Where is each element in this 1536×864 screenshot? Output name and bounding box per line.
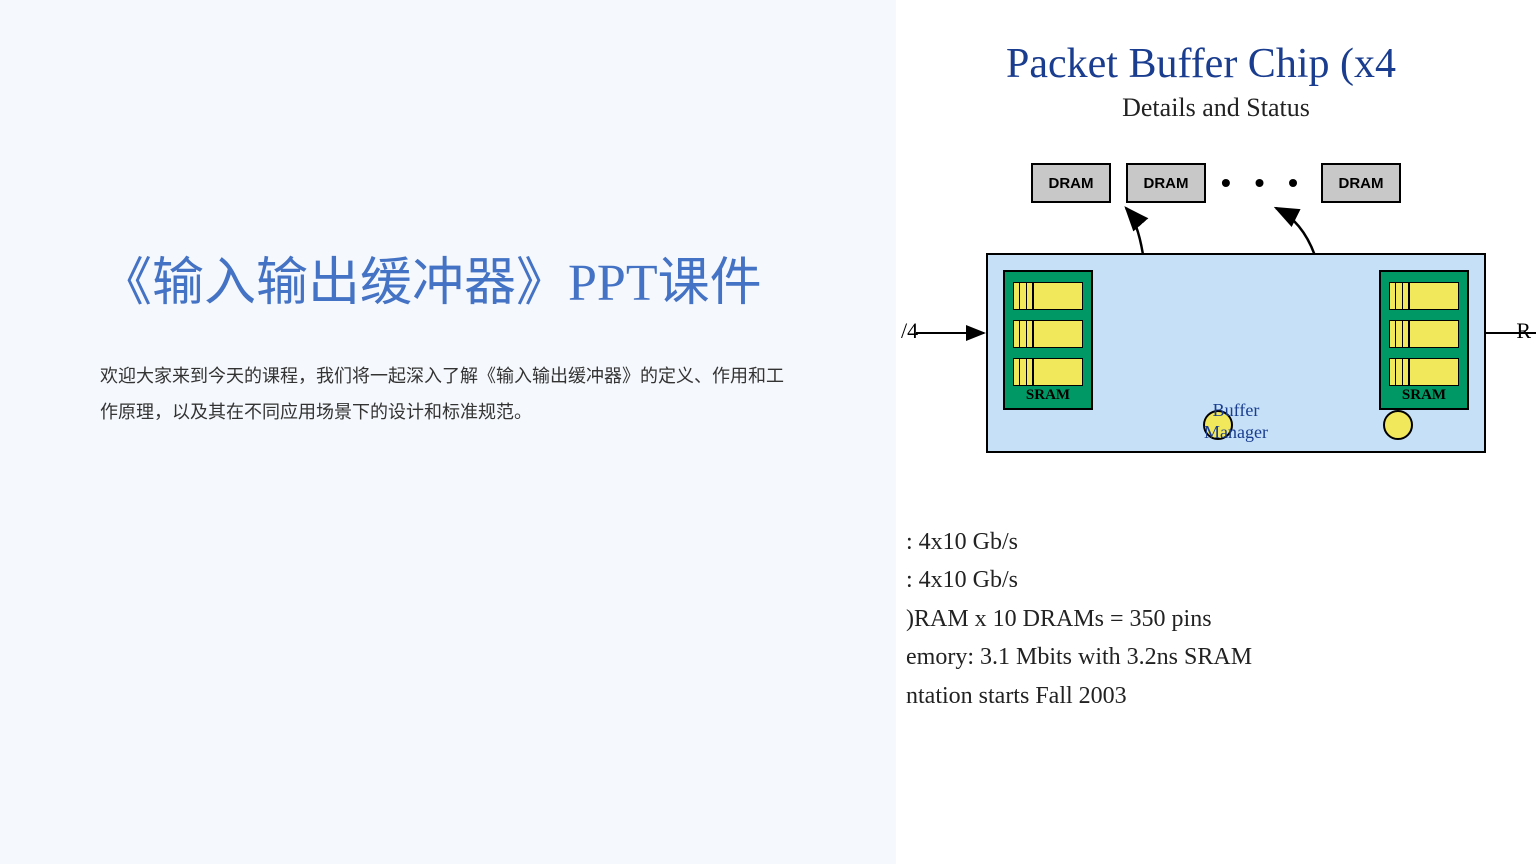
slide-description: 欢迎大家来到今天的课程，我们将一起深入了解《输入输出缓冲器》的定义、作用和工作原… [100,358,800,430]
right-panel: Packet Buffer Chip (x4 Details and Statu… [896,0,1536,864]
sram-cell [1389,358,1459,386]
chip-diagram: DRAM DRAM • • • DRAM [916,163,1516,483]
chip-subtitle: Details and Status [916,93,1516,123]
left-panel: 《输入输出缓冲器》PPT课件 欢迎大家来到今天的课程，我们将一起深入了解《输入输… [100,250,800,430]
sram-cell [1013,358,1083,386]
specs-list: : 4x10 Gb/s : 4x10 Gb/s )RAM x 10 DRAMs … [906,523,1516,715]
sram-cell [1389,282,1459,310]
output-rate-label: R [1516,318,1531,344]
slide-title: 《输入输出缓冲器》PPT课件 [100,250,800,318]
sram-cell [1389,320,1459,348]
buffer-label-line1: Buffer [1213,400,1260,420]
chip-title: Packet Buffer Chip (x4 [896,40,1516,88]
dram-box: DRAM [1031,163,1111,203]
sram-cell [1013,320,1083,348]
dram-box: DRAM [1321,163,1401,203]
dram-row: DRAM DRAM • • • DRAM [916,163,1516,203]
input-rate-label: /4 [901,318,918,344]
buffer-label-line2: Manager [1204,422,1268,442]
spec-line: emory: 3.1 Mbits with 3.2ns SRAM [906,638,1516,676]
spec-line: : 4x10 Gb/s [906,561,1516,599]
spec-line: ntation starts Fall 2003 [906,677,1516,715]
spec-line: : 4x10 Gb/s [906,523,1516,561]
spec-line: )RAM x 10 DRAMs = 350 pins [906,600,1516,638]
sram-left: SRAM [1003,270,1093,410]
dram-box: DRAM [1126,163,1206,203]
sram-right: SRAM [1379,270,1469,410]
buffer-manager-label: Buffer Manager [988,400,1484,443]
sram-cell [1013,282,1083,310]
dram-dots: • • • [1221,167,1306,199]
buffer-manager-box: SRAM SRAM Buffer Manager [986,253,1486,453]
